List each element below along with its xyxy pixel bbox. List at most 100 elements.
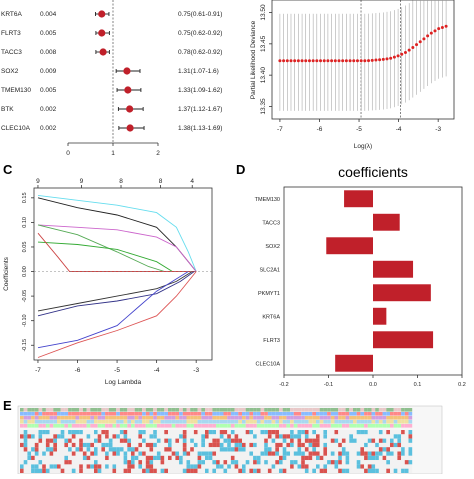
annotation-cell [304,416,309,420]
heatmap-cell [271,451,276,456]
annotation-cell [119,412,124,416]
heatmap-cell [82,468,87,473]
heatmap-cell [142,451,146,456]
y-tick-label: 13.50 [260,4,267,21]
heatmap-cell [256,447,261,452]
heatmap-cell [201,438,205,443]
heatmap-cell [367,468,372,473]
heatmap-cell [101,451,106,456]
annotation-cell [242,420,246,424]
annotation-cell [390,416,394,420]
annotation-cell [90,412,94,416]
heatmap-cell [94,434,98,439]
heatmap-cell [364,464,368,469]
annotation-cell [297,416,302,420]
heatmap-cell [53,455,57,461]
heatmap-cell [216,442,220,448]
annotation-cell [401,416,405,420]
heatmap-cell [123,430,128,435]
heatmap-cell [138,438,143,443]
heatmap-cell [45,464,50,469]
annotation-cell [308,412,313,416]
heatmap-cell [68,438,72,443]
heatmap-cell [175,460,180,465]
heatmap-cell [282,442,287,448]
heatmap-cell [38,438,43,443]
heatmap-cell [94,460,98,465]
annotation-cell [179,412,183,416]
heatmap-cell [42,438,46,443]
heatmap-cell [390,451,394,456]
heatmap-cell [97,434,102,439]
annotation-cell [323,416,328,420]
heatmap-cell [275,460,279,465]
heatmap-cell [230,468,235,473]
heatmap-cell [360,434,365,439]
heatmap-cell [234,468,239,473]
annotation-cell [108,420,113,424]
heatmap-cell [197,455,202,461]
annotation-cell [349,408,353,412]
heatmap-cell [79,434,83,439]
annotation-cell [168,408,172,412]
annotation-cell [208,408,213,412]
deviance-point [315,59,319,63]
heatmap-cell [338,464,342,469]
annotation-cell [356,412,361,416]
annotation-cell [90,424,94,428]
heatmap-cell [97,468,102,473]
heatmap-cell [238,460,242,465]
heatmap-cell [386,460,390,465]
deviance-point [289,59,293,63]
annotation-cell [382,412,387,416]
annotation-cell [390,424,394,428]
heatmap-cell [264,464,268,469]
deviance-point [296,59,300,63]
heatmap-cell [364,455,368,461]
p-value: 0.005 [40,87,57,94]
heatmap-cell [201,447,205,452]
annotation-cell [408,408,413,412]
heatmap-cell [390,468,394,473]
heatmap-cell [264,460,268,465]
heatmap-cell [75,451,80,456]
annotation-cell [197,424,202,428]
annotation-cell [397,408,402,412]
heatmap-cell [64,468,69,473]
heatmap-cell [168,464,172,469]
heatmap-cell [94,455,98,461]
heatmap-cell [171,468,176,473]
annotation-cell [245,412,250,416]
heatmap-cell [38,468,43,473]
annotation-cell [208,412,213,416]
heatmap-cell [108,455,113,461]
heatmap-cell [223,434,228,439]
annotation-cell [134,412,139,416]
annotation-cell [304,408,309,412]
p-value: 0.009 [40,68,57,75]
annotation-cell [286,408,291,412]
heatmap-cell [112,438,117,443]
heatmap-cell [182,455,187,461]
heatmap-cell [38,451,43,456]
heatmap-cell [64,430,69,435]
y-tick-label: 13.35 [260,98,267,115]
heatmap-cell [34,464,39,469]
heatmap-cell [112,442,117,448]
heatmap-cell [319,460,324,465]
heatmap-cell [145,447,150,452]
annotation-cell [349,424,353,428]
heatmap-cell [282,460,287,465]
annotation-cell [116,408,120,412]
deviance-point [293,59,297,63]
annotation-cell [86,412,91,416]
heatmap-cell [90,451,94,456]
annotation-cell [108,408,113,412]
gene-label: TACC3 [262,220,280,226]
heatmap-cell [90,434,94,439]
heatmap-cell [338,438,342,443]
annotation-cell [341,420,346,424]
deviance-point [415,43,419,47]
annotation-cell [334,424,339,428]
annotation-cell [316,424,320,428]
